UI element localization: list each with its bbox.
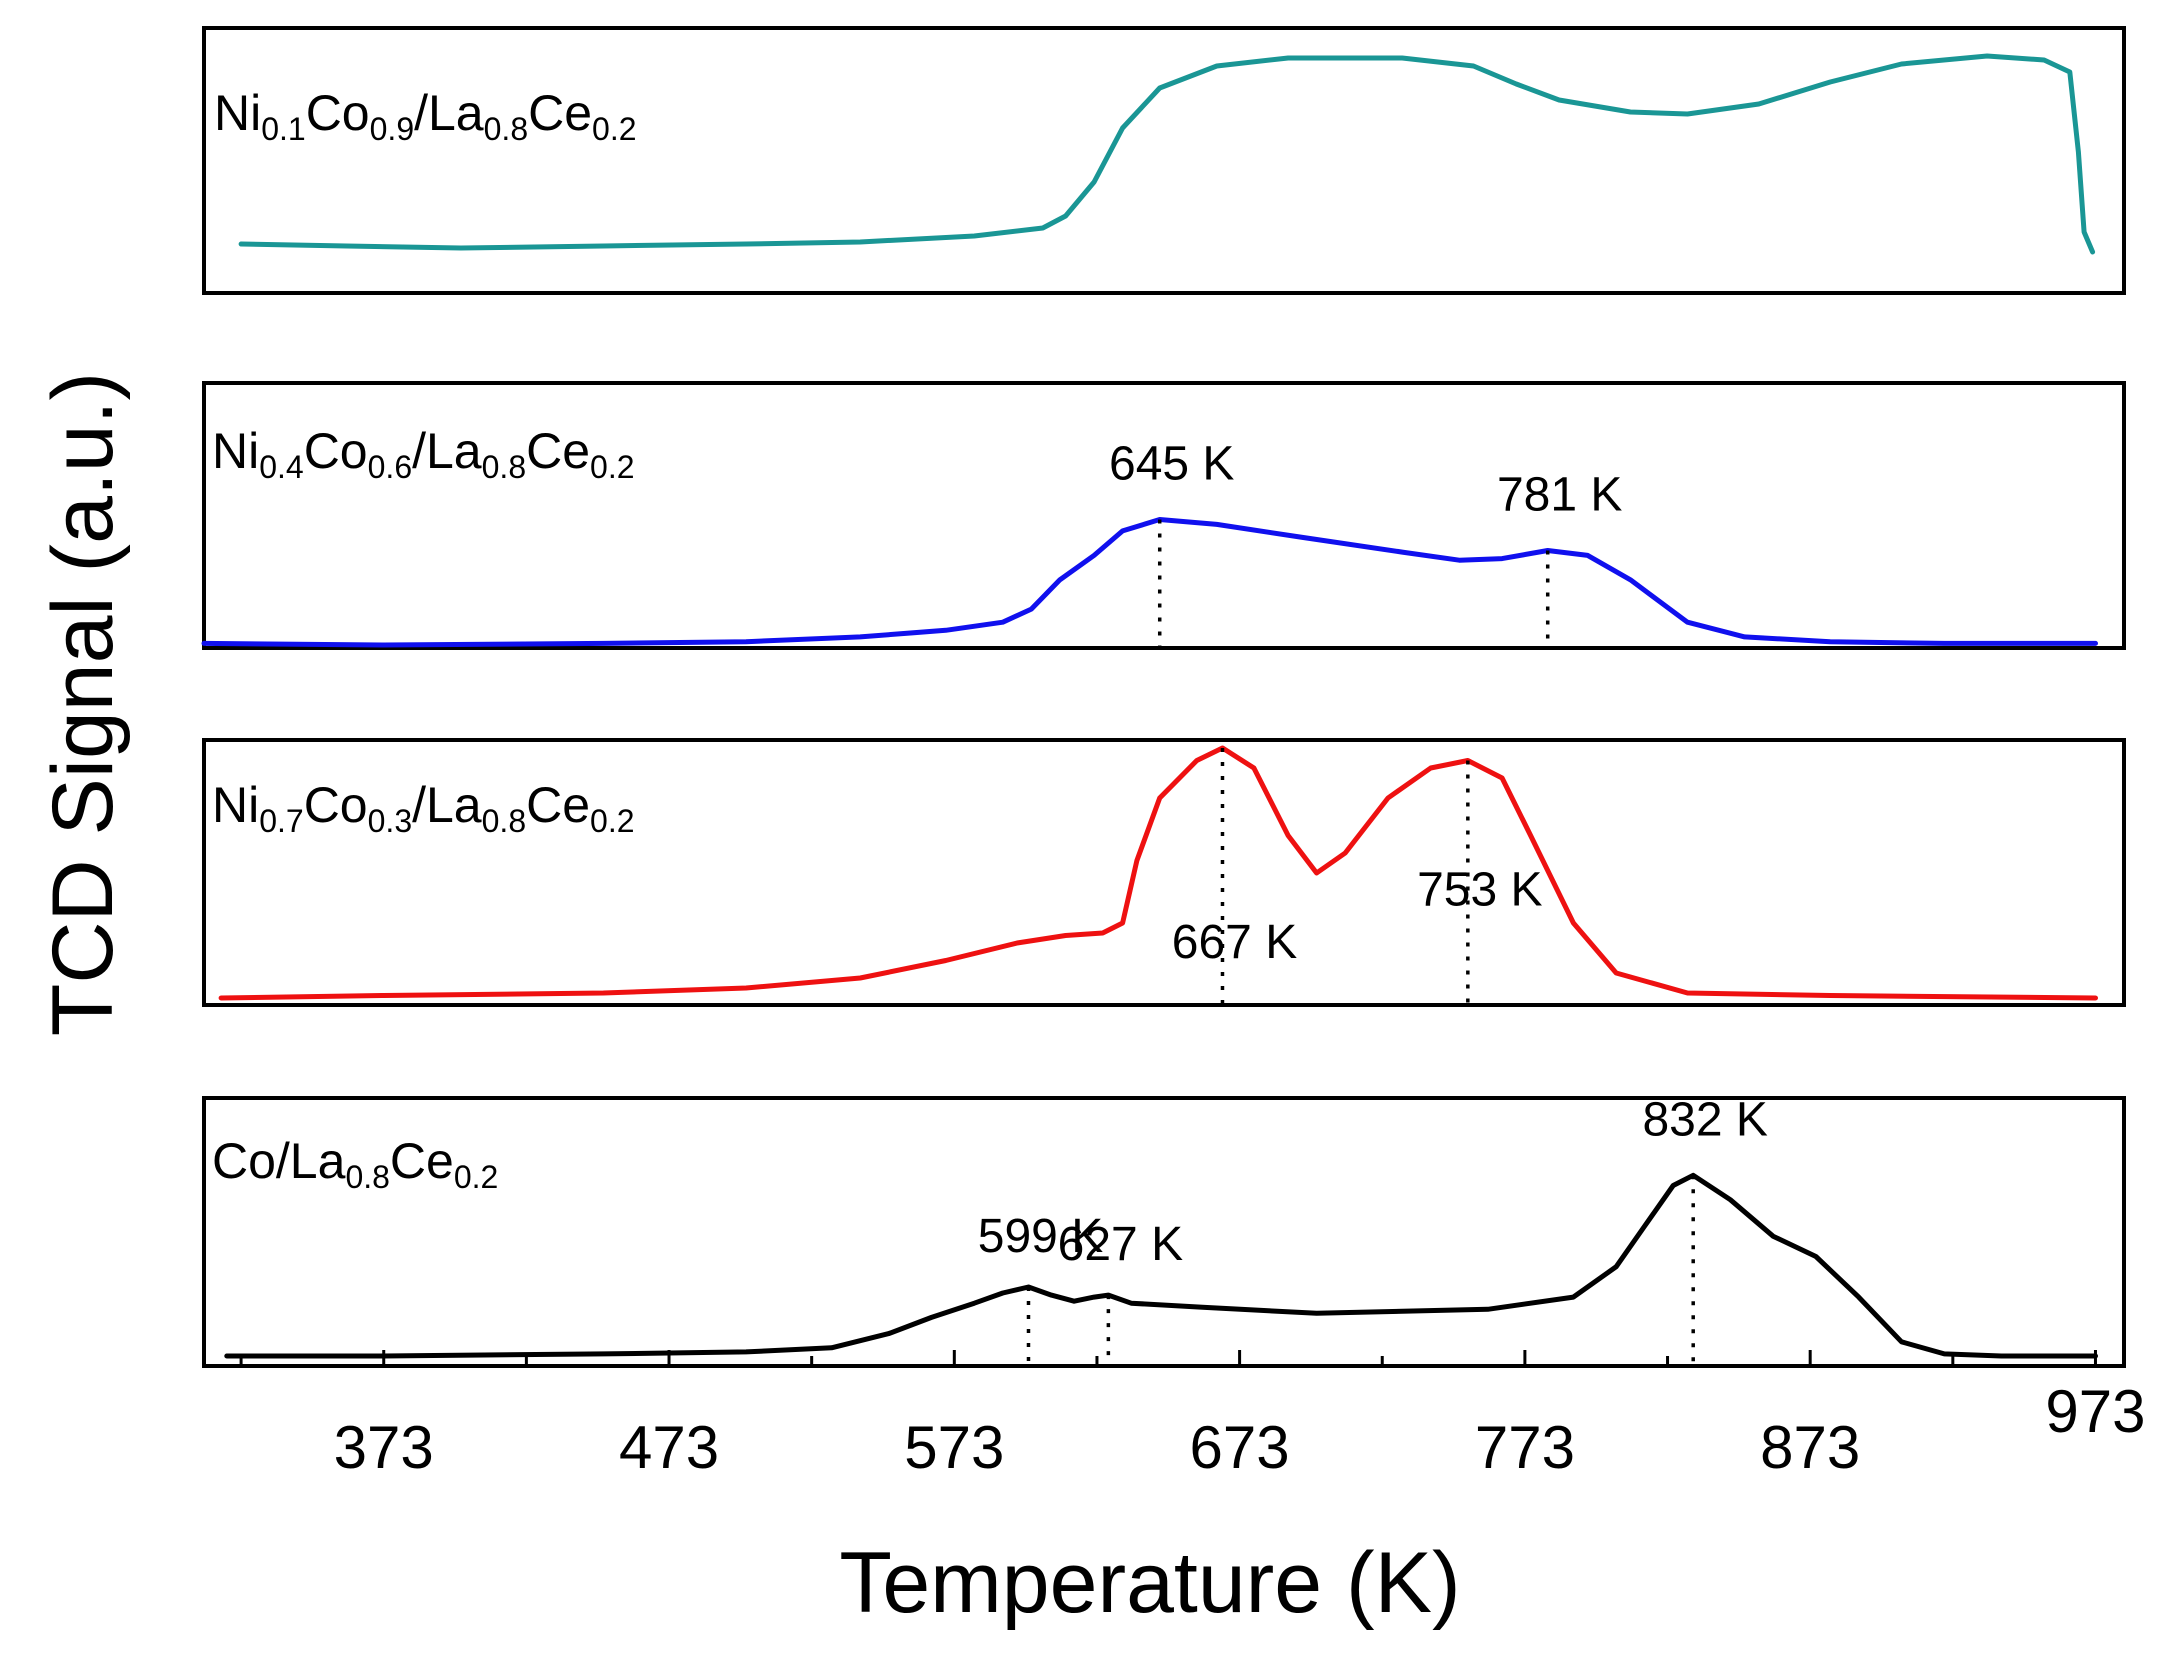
y-axis-title: TCD Signal (a.u.) (35, 372, 131, 1036)
peak-label: 832 K (1642, 1093, 1767, 1146)
peak-label: 753 K (1417, 864, 1542, 917)
x-tick-label: 673 (1190, 1414, 1290, 1481)
peak-label: 599 K (978, 1210, 1103, 1263)
x-axis: 373 473 573 673 773 873 973 (239, 1350, 2146, 1481)
series-label: Ni0.7Co0.3/La0.8Ce0.2 (212, 777, 635, 839)
x-tick-label: 373 (334, 1414, 434, 1481)
series-line (201, 517, 2098, 648)
series-label: Ni0.1Co0.9/La0.8Ce0.2 (214, 85, 637, 147)
x-tick-label: 873 (1760, 1414, 1860, 1481)
series-line (238, 53, 2096, 255)
series-label: Ni0.4Co0.6/La0.8Ce0.2 (212, 423, 635, 485)
x-tick-label: 973 (2045, 1378, 2145, 1445)
panel-frame (202, 381, 2126, 650)
series-label: Co/La0.8Ce0.2 (212, 1133, 498, 1195)
x-tick-label: 773 (1475, 1414, 1575, 1481)
series-line (224, 1172, 2098, 1359)
peak-label: 781 K (1497, 468, 1622, 521)
panel-frame (202, 26, 2126, 295)
peak-label: 627 K (1058, 1218, 1183, 1271)
x-axis-title: Temperature (K) (839, 1535, 1460, 1631)
peak-label: 667 K (1172, 916, 1297, 969)
x-tick-label: 473 (619, 1414, 719, 1481)
peak-label: 645 K (1109, 437, 1234, 490)
panel-frame (202, 1096, 2126, 1368)
series-line (218, 745, 2098, 1001)
panel-frame (202, 738, 2126, 1007)
x-tick-label: 573 (904, 1414, 1004, 1481)
